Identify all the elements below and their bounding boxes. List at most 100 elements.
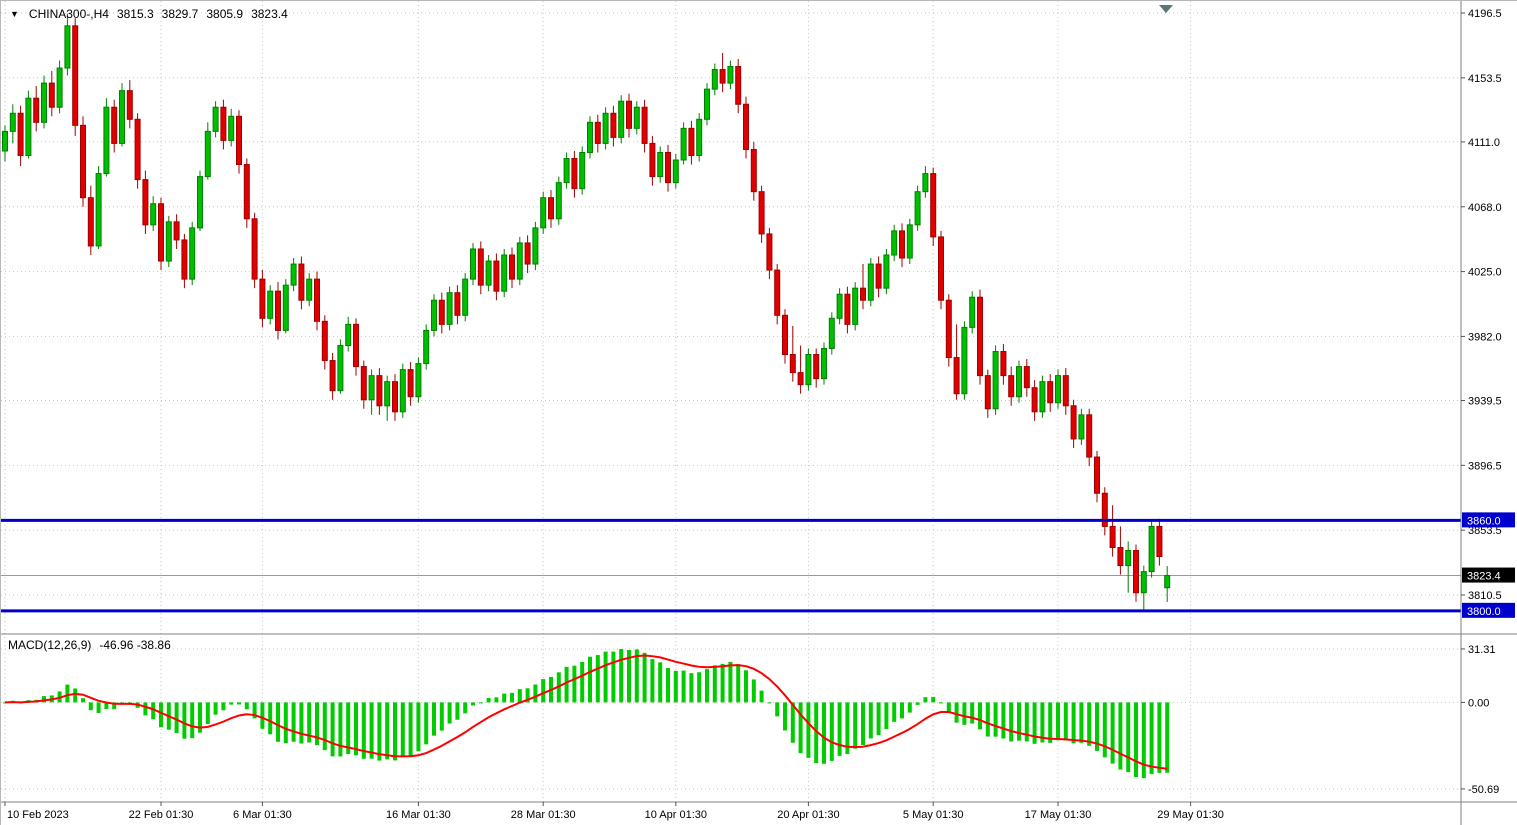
macd-bar — [798, 702, 803, 754]
macd-bar — [346, 702, 351, 755]
macd-bar — [510, 692, 514, 703]
candle — [119, 83, 125, 147]
macd-bar — [876, 702, 881, 736]
symbol-dropdown-icon[interactable]: ▼ — [10, 9, 19, 19]
candle — [1156, 518, 1163, 566]
candle — [111, 99, 118, 153]
macd-bar — [1157, 702, 1162, 773]
macd-bar — [65, 684, 70, 703]
macd-bar — [502, 693, 507, 703]
macd-bar — [432, 702, 436, 736]
chart-header: ▼ CHINA300-,H4 3815.3 3829.7 3805.9 3823… — [8, 7, 288, 21]
macd-bar — [447, 702, 452, 724]
candle — [711, 63, 718, 96]
macd-bar — [931, 696, 936, 703]
macd-bar — [572, 665, 577, 703]
candle — [150, 196, 157, 231]
candle — [657, 146, 664, 183]
macd-bar — [1017, 702, 1021, 741]
last-price-label: 3823.4 — [1467, 571, 1501, 583]
candle — [953, 324, 960, 400]
chart-shift-marker[interactable] — [1159, 5, 1173, 13]
macd-bar — [923, 697, 928, 703]
ohlc-close-value: 3823.4 — [251, 7, 288, 21]
macd-bar — [174, 702, 179, 733]
candle — [704, 83, 710, 126]
candle — [407, 362, 414, 406]
candle — [399, 363, 406, 418]
candle — [1133, 544, 1139, 602]
candle — [899, 223, 905, 268]
macd-bar — [868, 702, 873, 739]
macd-bar — [252, 702, 257, 719]
macd-bar — [946, 702, 951, 713]
macd-bar — [650, 659, 655, 703]
candle — [197, 170, 203, 231]
macd-bar — [915, 702, 920, 705]
macd-bar — [260, 702, 265, 729]
macd-bar — [1110, 702, 1115, 764]
candle — [977, 289, 983, 385]
macd-bar — [276, 702, 280, 742]
candle — [95, 166, 102, 249]
candle — [1008, 366, 1015, 406]
macd-bar — [978, 702, 982, 730]
macd-bar — [424, 702, 429, 745]
macd-bar — [884, 702, 889, 730]
candle — [1000, 343, 1007, 385]
candle — [431, 294, 437, 337]
macd-bar — [1024, 702, 1029, 742]
macd-bar — [861, 702, 865, 746]
candle — [563, 152, 570, 189]
candle — [392, 374, 398, 421]
candle — [891, 224, 898, 262]
candle — [875, 256, 882, 298]
price-tick-label: 4196.5 — [1468, 8, 1502, 20]
candle — [267, 285, 274, 325]
candle — [64, 13, 71, 76]
candle — [984, 369, 991, 418]
candle — [87, 185, 94, 256]
candle — [134, 113, 141, 189]
macd-bar — [463, 702, 468, 714]
macd-bar — [712, 665, 717, 703]
candle — [594, 114, 601, 153]
candle — [680, 122, 687, 165]
candle — [415, 357, 422, 403]
candle — [251, 212, 258, 289]
candle — [306, 273, 313, 307]
macd-bar — [96, 702, 101, 713]
macd-bar — [728, 661, 733, 703]
candle — [158, 197, 164, 271]
candle — [126, 80, 133, 129]
macd-bar — [783, 702, 787, 731]
price-tick-label: 4025.0 — [1468, 267, 1502, 279]
candle — [1117, 526, 1124, 575]
candle — [836, 288, 843, 325]
candle — [992, 345, 999, 415]
macd-bar — [299, 702, 304, 744]
candle — [243, 158, 250, 228]
candle — [945, 294, 952, 367]
time-tick-label: 20 Apr 01:30 — [777, 809, 839, 821]
macd-bar — [525, 688, 530, 703]
candle — [236, 110, 242, 174]
price-tick-label: 3853.5 — [1468, 525, 1502, 537]
candle — [1148, 520, 1155, 578]
time-tick-label: 29 May 01:30 — [1157, 809, 1224, 821]
macd-bar — [283, 702, 288, 744]
candle — [524, 235, 531, 274]
macd-bar — [658, 662, 663, 703]
macd-bar — [385, 702, 390, 760]
candle — [797, 345, 804, 394]
candle — [204, 122, 211, 180]
candle — [774, 264, 781, 325]
macd-bar — [494, 697, 499, 703]
macd-bar — [73, 688, 78, 703]
candle — [314, 271, 320, 331]
horizontal-level-lines[interactable] — [1, 518, 1461, 613]
candle — [41, 75, 47, 129]
macd-bar — [619, 648, 624, 703]
